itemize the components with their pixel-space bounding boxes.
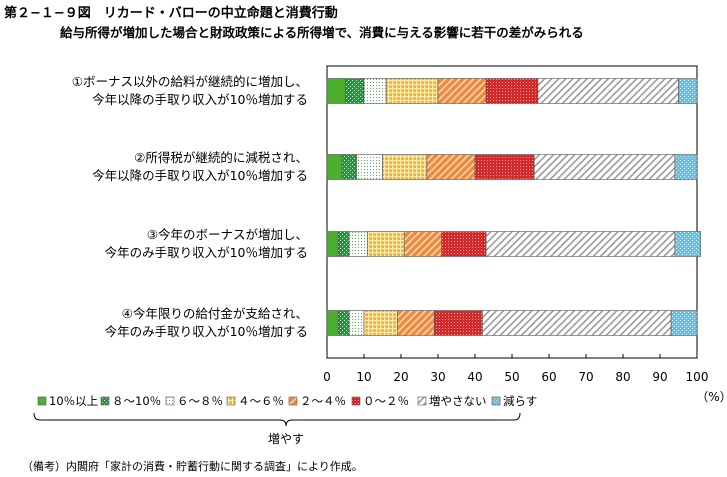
legend-label-3: ６〜８％ <box>177 394 223 408</box>
legend-swatch-3 <box>165 396 175 406</box>
legend-swatch-1 <box>37 396 47 406</box>
bar-segment-4-5 <box>396 310 435 336</box>
bar-segment-4-6 <box>433 310 483 336</box>
bar-segment-1-6 <box>485 78 539 104</box>
figure-subtitle: 給与所得が増加した場合と財政政策による所得増で、消費に与える影響に若干の差がみら… <box>60 25 584 40</box>
legend-swatch-6 <box>351 396 361 406</box>
legend-label-4: ４〜６％ <box>238 394 284 408</box>
bar-segment-2-1 <box>326 154 343 180</box>
x-tick-label-50: 50 <box>504 370 519 384</box>
bar-segment-2-2 <box>341 154 357 180</box>
bar-segment-1-5 <box>437 78 487 104</box>
bar-segment-1-8 <box>678 78 698 104</box>
category-label-1-2: 今年以降の手取り収入が10％増加する <box>92 92 308 107</box>
bar-segment-1-7 <box>537 78 679 104</box>
x-tick-label-30: 30 <box>430 370 445 384</box>
bar-segment-3-4 <box>367 231 406 257</box>
bracket-label: 増やす <box>268 432 304 446</box>
figure-title: 第２−１−９図 リカード・バローの中立命題と消費行動 <box>4 6 338 21</box>
x-tick-label-10: 10 <box>356 370 371 384</box>
category-label-2-2: 今年以降の手取り収入が10％増加する <box>92 168 308 183</box>
x-tick-label-100: 100 <box>686 370 709 384</box>
bar-segment-4-7 <box>482 310 672 336</box>
category-label-3-1: ③今年のボーナスが増加し、 <box>147 227 308 242</box>
legend-label-2: ８〜10％ <box>112 394 161 408</box>
bar-segment-2-6 <box>474 154 535 180</box>
x-tick-label-80: 80 <box>615 370 630 384</box>
legend-label-7: 増やさない <box>429 394 487 408</box>
x-tick-label-40: 40 <box>467 370 482 384</box>
bar-segment-4-8 <box>670 310 698 336</box>
bar-segment-1-3 <box>363 78 387 104</box>
category-label-4-2: 今年のみ手取り収入が10％増加する <box>105 324 308 339</box>
x-tick-label-20: 20 <box>393 370 408 384</box>
bar-segment-4-3 <box>348 310 365 336</box>
legend-bracket <box>33 412 521 427</box>
legend-label-8: 減らす <box>503 394 537 408</box>
x-tick-label-60: 60 <box>541 370 556 384</box>
x-tick-label-90: 90 <box>652 370 667 384</box>
bar-segment-4-4 <box>363 310 398 336</box>
x-tick-label-70: 70 <box>578 370 593 384</box>
category-label-3-2: 今年のみ手取り収入が10％増加する <box>105 245 308 260</box>
bar-segment-1-1 <box>326 78 346 104</box>
bar-segment-3-2 <box>337 231 350 257</box>
legend-swatch-2 <box>100 396 110 406</box>
bar-segment-4-1 <box>326 310 339 336</box>
bar-segment-2-8 <box>674 154 698 180</box>
x-tick-label-0: 0 <box>323 370 331 384</box>
bar-segment-1-4 <box>385 78 439 104</box>
bar-segment-2-3 <box>356 154 383 180</box>
bar-segment-1-2 <box>345 78 365 104</box>
category-label-2-1: ②所得税が継続的に減税され、 <box>134 150 308 165</box>
bar-segment-3-7 <box>485 231 676 257</box>
legend-label-1: 10％以上 <box>49 394 98 408</box>
category-label-4-1: ④今年限りの給付金が支給され、 <box>122 306 308 321</box>
legend-swatch-7 <box>417 396 427 406</box>
legend-swatch-4 <box>226 396 236 406</box>
bar-segment-3-3 <box>348 231 369 257</box>
bar-segment-2-7 <box>533 154 676 180</box>
legend-swatch-8 <box>491 396 501 406</box>
legend-swatch-5 <box>288 396 298 406</box>
bar-segment-2-4 <box>382 154 428 180</box>
bar-segment-3-5 <box>404 231 443 257</box>
legend-label-5: ２〜４％ <box>300 394 346 408</box>
bar-segment-3-6 <box>441 231 487 257</box>
bar-segment-4-2 <box>337 310 350 336</box>
figure-note: （備考）内閣府「家計の消費・貯蓄行動に関する調査」により作成。 <box>22 460 363 473</box>
legend-label-6: ０〜２％ <box>363 394 409 408</box>
bar-segment-3-1 <box>326 231 339 257</box>
bar-segment-3-8 <box>674 231 701 257</box>
category-label-1-1: ①ボーナス以外の給料が継続的に増加し、 <box>72 74 308 89</box>
x-axis-unit: （%） <box>696 390 727 404</box>
bar-segment-2-5 <box>426 154 476 180</box>
